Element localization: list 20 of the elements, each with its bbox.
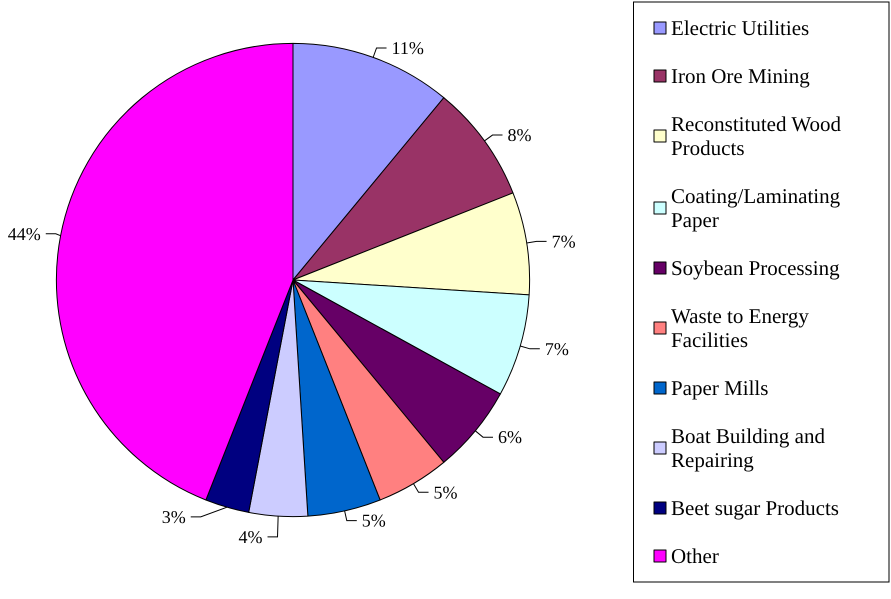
legend-label: Boat Building and Repairing <box>671 424 830 472</box>
data-label: 5% <box>434 482 458 502</box>
data-label: 8% <box>508 125 532 146</box>
data-label: 5% <box>362 510 386 531</box>
legend-label: Reconstituted Wood Products <box>671 112 846 160</box>
data-label: 6% <box>498 427 522 448</box>
data-label: 4% <box>238 526 263 547</box>
legend-label: Beet sugar Products <box>671 496 839 520</box>
legend-label: Soybean Processing <box>671 256 840 280</box>
legend-label: Coating/Laminating Paper <box>671 184 846 232</box>
legend-label: Paper Mills <box>671 376 768 400</box>
data-label: 3% <box>162 506 186 527</box>
data-label: 7% <box>544 338 569 359</box>
data-label: 11% <box>392 38 424 58</box>
legend-label: Iron Ore Mining <box>671 64 810 88</box>
legend-label: Waste to Energy Facilities <box>671 304 814 352</box>
data-label: 44% <box>8 224 41 244</box>
legend-label: Other <box>671 544 719 568</box>
data-label: 7% <box>552 231 576 252</box>
legend-label: Electric Utilities <box>671 16 810 40</box>
